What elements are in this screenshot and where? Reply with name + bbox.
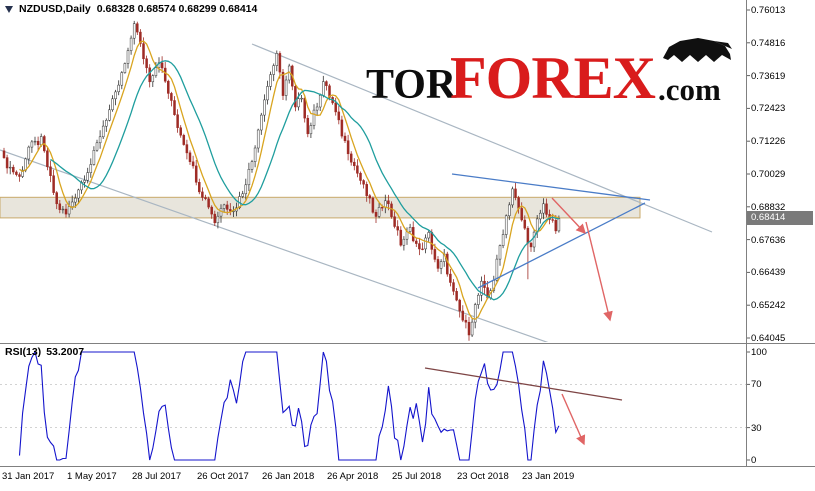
price-axis-label: 0.72423 xyxy=(751,103,786,115)
price-axis-label: 0.65242 xyxy=(751,300,786,312)
date-axis-label: 26 Oct 2017 xyxy=(197,471,249,482)
date-axis-label: 25 Jul 2018 xyxy=(392,471,442,482)
price-axis-label: 0.64045 xyxy=(751,333,786,344)
ohlc-values: 0.68328 0.68574 0.68299 0.68414 xyxy=(96,3,258,15)
date-axis-label: 26 Apr 2018 xyxy=(327,471,379,482)
watermark-tor: TOR xyxy=(366,62,457,108)
price-axis-label: 0.67636 xyxy=(751,234,786,246)
price-axis-label: 0.70029 xyxy=(751,169,786,180)
watermark-forex: FOREX xyxy=(450,45,656,111)
rsi-axis-label: 0 xyxy=(751,455,757,466)
bull-bear-logo-icon xyxy=(663,38,732,62)
rsi-axis-label: 30 xyxy=(751,422,762,434)
price-axis-label: 0.76013 xyxy=(751,5,786,16)
chart-marker-icon xyxy=(5,5,13,13)
current-price-value: 0.68414 xyxy=(751,212,786,224)
date-axis-label: 23 Jan 2019 xyxy=(522,471,575,482)
symbol-ohlc-label: NZDUSD,Daily 0.68328 0.68574 0.68299 0.6… xyxy=(5,3,257,15)
date-axis-label: 28 Jul 2017 xyxy=(132,471,182,482)
rsi-name: RSI(13) xyxy=(5,346,42,358)
price-axis-separator xyxy=(746,0,747,466)
panel-separator-rsi-dates[interactable] xyxy=(0,466,815,467)
price-axis-label: 0.66439 xyxy=(751,267,786,279)
rsi-axis-label: 100 xyxy=(751,347,767,358)
price-axis-label: 0.73619 xyxy=(751,70,786,82)
rsi-value: 53.2007 xyxy=(46,346,85,358)
price-axis-label: 0.68832 xyxy=(751,201,786,213)
price-axis-label: 0.71226 xyxy=(751,136,786,148)
rsi-axis-label: 70 xyxy=(751,379,762,391)
torforex-watermark: TOR FOREX .com xyxy=(366,36,738,111)
rsi-indicator-label: RSI(13) 53.2007 xyxy=(5,346,84,358)
date-axis-label: 23 Oct 2018 xyxy=(457,471,509,482)
panel-separator-main-rsi[interactable] xyxy=(0,343,815,344)
symbol-name: NZDUSD,Daily xyxy=(19,3,91,15)
date-axis-label: 31 Jan 2017 xyxy=(2,471,55,482)
price-axis-label: 0.74816 xyxy=(751,37,786,49)
date-axis-label: 26 Jan 2018 xyxy=(262,471,315,482)
current-price-tag: 0.68414 xyxy=(747,211,813,226)
date-axis-label: 1 May 2017 xyxy=(67,471,117,482)
watermark-com: .com xyxy=(658,72,721,107)
